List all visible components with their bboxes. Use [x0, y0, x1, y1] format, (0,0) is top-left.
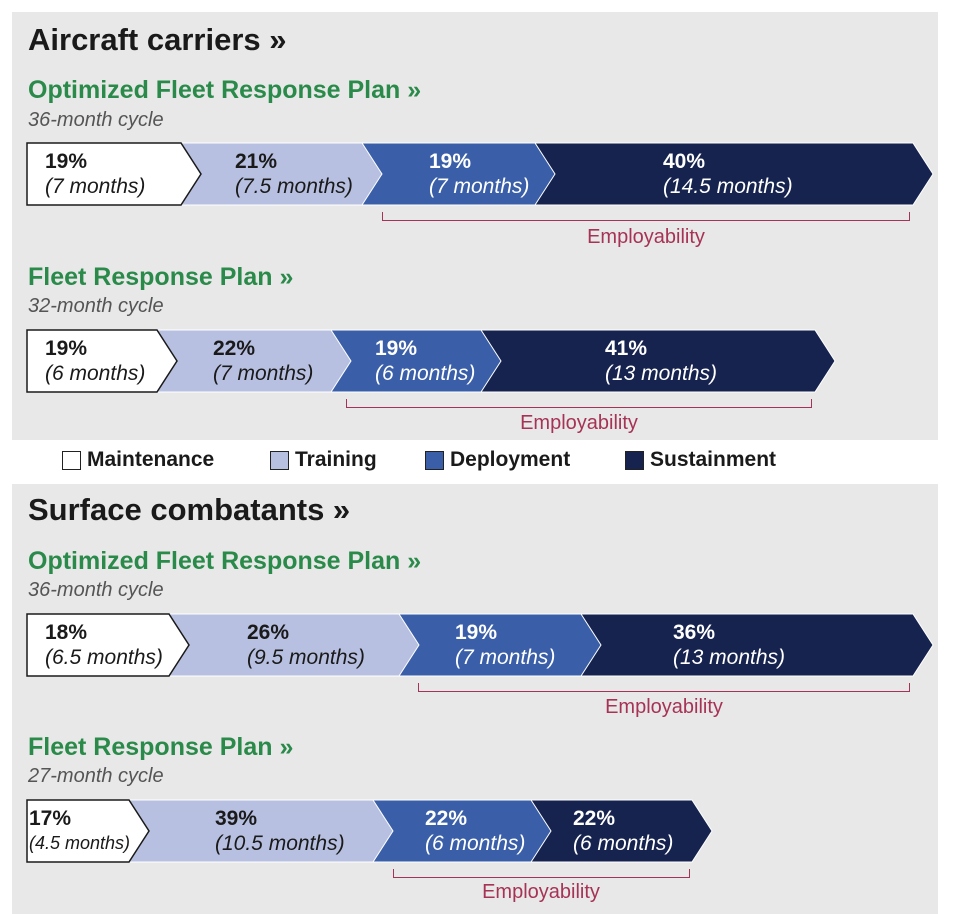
phase-percent: 26%: [247, 621, 290, 644]
phase-percent: 22%: [573, 807, 616, 830]
plan-subtitle-carriers-frp: 32-month cycle: [28, 295, 164, 317]
phase-segment-label-deployment: 19% (6 months): [375, 336, 475, 386]
phase-segment-label-deployment: 19% (7 months): [429, 149, 529, 199]
phase-percent: 17%: [29, 807, 72, 830]
section-title-aircraft-carriers[interactable]: Aircraft carriers »: [28, 22, 287, 57]
employability-bracket: [418, 683, 910, 692]
legend-item-deployment: Deployment: [425, 448, 570, 472]
phase-bar-graphic: [26, 613, 934, 677]
employability-bracket: [346, 399, 812, 408]
phase-duration: (13 months): [673, 646, 786, 669]
phase-bar-graphic: [26, 142, 934, 206]
phase-segment-label-maintenance: 19% (7 months): [45, 149, 145, 199]
phase-segment-maintenance: [26, 613, 190, 677]
phase-bar-graphic: [26, 799, 713, 863]
employability-label: Employability: [482, 881, 600, 903]
phase-percent: 19%: [455, 621, 498, 644]
phase-duration: (9.5 months): [247, 646, 365, 669]
plan-title-surface-ofrp[interactable]: Optimized Fleet Response Plan »: [28, 547, 422, 575]
phase-segment-label-training: 21% (7.5 months): [235, 149, 353, 199]
phase-segment-label-maintenance: 17% (4.5 months): [29, 806, 130, 856]
employability-bracket: [393, 869, 690, 878]
phase-duration: (10.5 months): [215, 832, 345, 855]
phase-segment-label-sustainment: 22% (6 months): [573, 806, 673, 856]
phase-percent: 19%: [45, 337, 88, 360]
phase-duration: (7 months): [45, 175, 146, 198]
legend-swatch-maintenance: [62, 450, 81, 470]
plan-subtitle-carriers-ofrp: 36-month cycle: [28, 109, 164, 131]
phase-percent: 19%: [375, 337, 418, 360]
phase-segment-label-sustainment: 40% (14.5 months): [663, 149, 793, 199]
phase-segment-maintenance: [26, 799, 150, 863]
phase-bar-graphic: [26, 329, 836, 393]
phase-segment-label-deployment: 22% (6 months): [425, 806, 525, 856]
phase-percent: 18%: [45, 621, 88, 644]
phase-percent: 41%: [605, 337, 648, 360]
phase-percent: 21%: [235, 150, 278, 173]
phase-segment-label-maintenance: 19% (6 months): [45, 336, 145, 386]
phase-duration: (6 months): [573, 832, 674, 855]
phase-duration: (7 months): [429, 175, 530, 198]
phase-duration: (14.5 months): [663, 175, 793, 198]
legend-item-training: Training: [270, 448, 377, 472]
legend-item-sustainment: Sustainment: [625, 448, 776, 472]
phase-percent: 19%: [45, 150, 88, 173]
phase-segment-label-training: 22% (7 months): [213, 336, 313, 386]
phase-segment-label-sustainment: 36% (13 months): [673, 620, 785, 670]
phase-percent: 19%: [429, 150, 472, 173]
legend-label: Maintenance: [87, 448, 215, 471]
legend-label: Training: [295, 448, 377, 471]
legend: Maintenance Training Deployment Sustainm…: [0, 448, 960, 478]
legend-label: Deployment: [450, 448, 571, 471]
employability-label: Employability: [520, 412, 638, 434]
phase-duration: (6 months): [425, 832, 526, 855]
legend-item-maintenance: Maintenance: [62, 448, 214, 472]
phase-bar-surface-ofrp: 18% (6.5 months) 26% (9.5 months) 19% (7 mont…: [26, 613, 934, 677]
phase-percent: 22%: [425, 807, 468, 830]
employability-label: Employability: [605, 696, 723, 718]
plan-title-carriers-frp[interactable]: Fleet Response Plan »: [28, 263, 294, 291]
employability-bracket: [382, 212, 910, 221]
phase-duration: (7.5 months): [235, 175, 353, 198]
phase-duration: (6 months): [375, 362, 476, 385]
phase-bar-surface-frp: 17% (4.5 months) 39% (10.5 months) 22% (6 mon…: [26, 799, 713, 863]
plan-subtitle-surface-ofrp: 36-month cycle: [28, 579, 164, 601]
phase-segment-label-deployment: 19% (7 months): [455, 620, 555, 670]
phase-duration: (13 months): [605, 362, 718, 385]
phase-percent: 22%: [213, 337, 256, 360]
phase-duration: (4.5 months): [29, 833, 131, 853]
section-title-surface-combatants[interactable]: Surface combatants »: [28, 492, 351, 527]
phase-percent: 40%: [663, 150, 706, 173]
phase-duration: (7 months): [455, 646, 556, 669]
plan-title-carriers-ofrp[interactable]: Optimized Fleet Response Plan »: [28, 76, 422, 104]
phase-segment-maintenance: [26, 142, 202, 206]
phase-segment-label-maintenance: 18% (6.5 months): [45, 620, 163, 670]
phase-segment-label-training: 39% (10.5 months): [215, 806, 345, 856]
legend-swatch-sustainment: [625, 450, 644, 470]
legend-label: Sustainment: [650, 448, 777, 471]
phase-duration: (7 months): [213, 362, 314, 385]
plan-title-surface-frp[interactable]: Fleet Response Plan »: [28, 733, 294, 761]
phase-duration: (6.5 months): [45, 646, 163, 669]
phase-bar-carriers-ofrp: 19% (7 months) 21% (7.5 months) 19% (7 months…: [26, 142, 934, 206]
legend-swatch-deployment: [425, 450, 444, 470]
phase-segment-maintenance: [26, 329, 178, 393]
plan-subtitle-surface-frp: 27-month cycle: [28, 765, 164, 787]
phase-segment-label-sustainment: 41% (13 months): [605, 336, 717, 386]
employability-label: Employability: [587, 226, 705, 248]
legend-swatch-training: [270, 450, 289, 470]
phase-bar-carriers-frp: 19% (6 months) 22% (7 months) 19% (6 months) 4…: [26, 329, 836, 393]
phase-percent: 39%: [215, 807, 258, 830]
phase-duration: (6 months): [45, 362, 146, 385]
phase-percent: 36%: [673, 621, 716, 644]
phase-segment-label-training: 26% (9.5 months): [247, 620, 365, 670]
